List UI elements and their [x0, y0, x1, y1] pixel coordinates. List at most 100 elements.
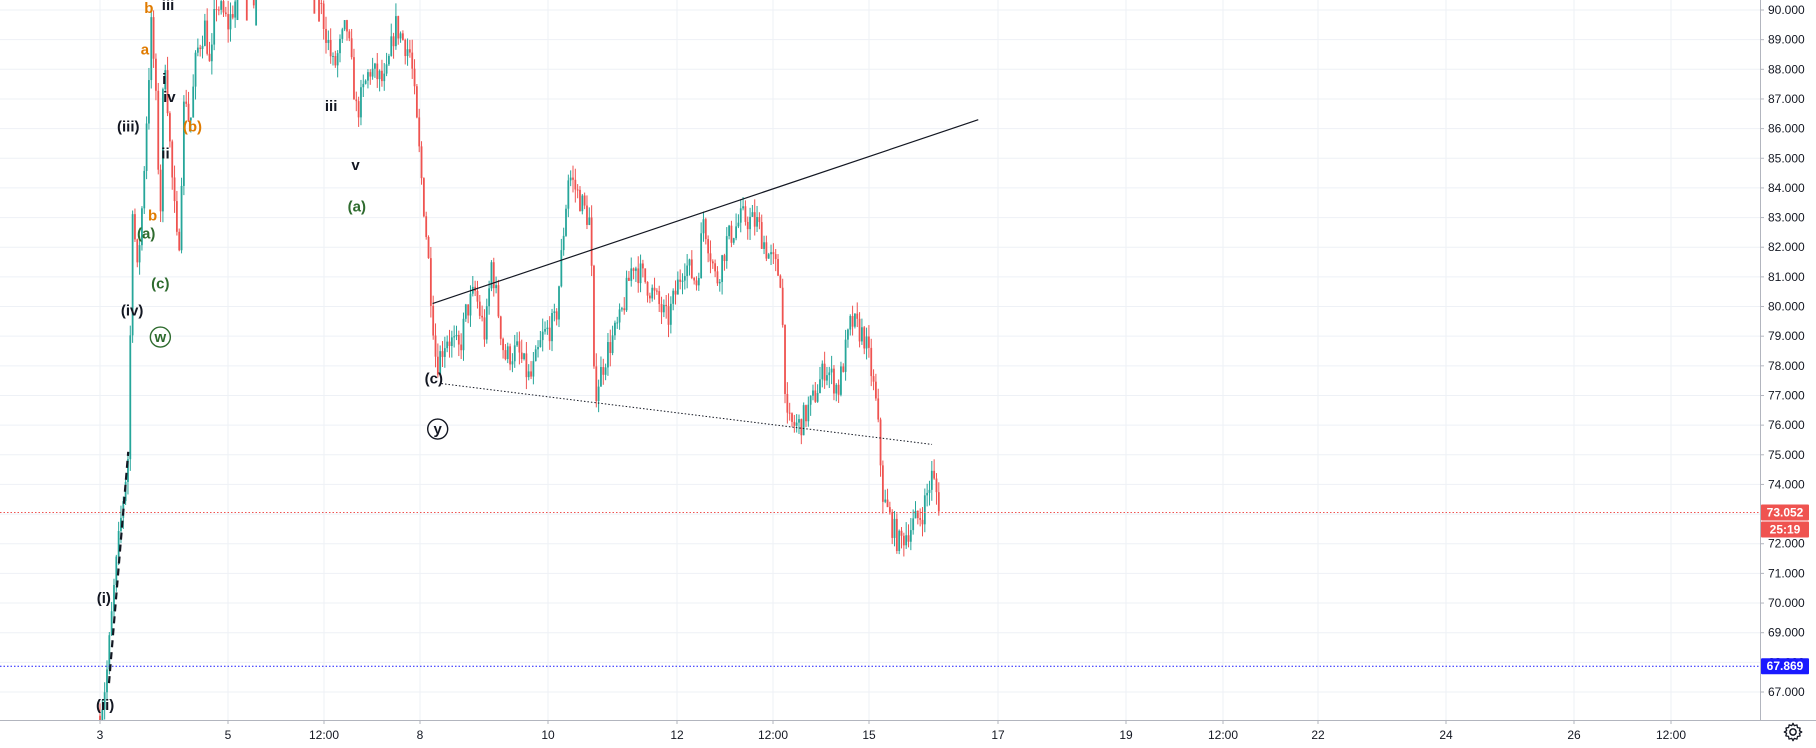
candle-body [231, 14, 234, 18]
countdown-label: 25:19 [1770, 523, 1801, 537]
candle-body [378, 70, 381, 80]
candle-body [457, 334, 460, 345]
candle-body [868, 336, 870, 348]
candle-body [874, 381, 877, 399]
y-tick-label: 69.000 [1768, 626, 1805, 640]
candle-body [476, 290, 479, 302]
candle-body [737, 222, 740, 227]
candle-body [346, 20, 348, 32]
candle-body [658, 291, 661, 305]
candle-body [688, 259, 691, 266]
candle-body [441, 351, 444, 357]
candle-body [742, 206, 744, 209]
candlestick-series [99, 0, 940, 730]
candle-body [565, 208, 567, 236]
candle-body [392, 36, 395, 47]
candle-body [166, 70, 169, 114]
candle-body [772, 252, 775, 255]
candle-body [208, 53, 211, 62]
candle-body [495, 285, 497, 289]
candle-body [402, 33, 404, 40]
candle-body [422, 178, 425, 217]
gear-icon[interactable] [1782, 721, 1804, 743]
x-tick-label: 8 [417, 728, 424, 742]
candle-body [704, 219, 707, 240]
y-tick-label: 67.000 [1768, 685, 1805, 699]
wave-iv: iv [163, 89, 176, 106]
candle-body [907, 535, 910, 542]
candle-body [746, 221, 749, 230]
y-tick-label: 70.000 [1768, 596, 1805, 610]
candle-body [420, 146, 423, 179]
candle-body [923, 495, 926, 525]
candle-body [399, 33, 402, 39]
candle-body [854, 313, 856, 327]
candle-body [679, 279, 682, 282]
candle-body [930, 470, 933, 490]
candle-body [520, 352, 523, 360]
candle-body [101, 709, 104, 730]
candle-body [847, 329, 849, 340]
candle-body [343, 20, 346, 30]
candle-body [728, 225, 730, 237]
y-tick-label: 74.000 [1768, 477, 1805, 491]
candle-body [234, 1, 237, 18]
x-tick-label: 19 [1119, 728, 1133, 742]
candle-body [711, 261, 714, 264]
candle-body [397, 16, 400, 39]
candle-body [902, 535, 905, 546]
candle-body [544, 329, 546, 332]
candle-body [756, 217, 758, 227]
candle-body [823, 363, 826, 381]
candle-body [798, 419, 800, 423]
candle-body [436, 356, 439, 375]
price-badge-0 [1761, 504, 1809, 521]
candle-body [814, 390, 817, 402]
candle-body [448, 341, 451, 347]
candle-body [672, 290, 675, 304]
candle-body [229, 14, 232, 30]
candle-body [618, 309, 621, 323]
y-tick-label: 90.000 [1768, 3, 1805, 17]
candle-body [607, 342, 609, 368]
candle-body [155, 58, 157, 91]
candle-body [779, 275, 782, 288]
candle-body [383, 73, 386, 82]
candle-body [115, 556, 118, 585]
candle-body [404, 39, 407, 57]
lower-trendline [441, 383, 933, 445]
candle-body [455, 334, 458, 337]
candle-body [353, 57, 355, 100]
candle-body [129, 335, 132, 460]
candle-body [763, 242, 765, 249]
candle-body [443, 348, 446, 357]
candle-body [751, 212, 754, 217]
candle-body [909, 530, 912, 542]
candle-body [597, 386, 600, 402]
candle-body [826, 375, 828, 381]
candle-body [590, 217, 593, 266]
candle-body [588, 217, 591, 225]
candle-body [329, 39, 332, 57]
candle-body [453, 336, 456, 338]
candle-body [765, 242, 768, 259]
wave-c-green: (c) [151, 276, 169, 293]
y-tick-label: 76.000 [1768, 418, 1805, 432]
wave-a-top: a [141, 41, 150, 58]
candle-body [891, 512, 894, 538]
candle-body [702, 219, 705, 234]
candle-body [369, 72, 372, 77]
candle-body [870, 347, 873, 377]
price-badge-label-1: 67.869 [1767, 659, 1804, 673]
candle-body [551, 313, 553, 342]
candle-body [651, 287, 654, 299]
candle-body [560, 250, 563, 287]
price-badge-label-0: 73.052 [1767, 506, 1804, 520]
candle-body [786, 393, 789, 413]
candle-body [630, 268, 633, 281]
candle-body [217, 9, 220, 11]
candle-body [935, 478, 938, 493]
candle-body [553, 311, 556, 314]
candle-body [812, 390, 814, 396]
